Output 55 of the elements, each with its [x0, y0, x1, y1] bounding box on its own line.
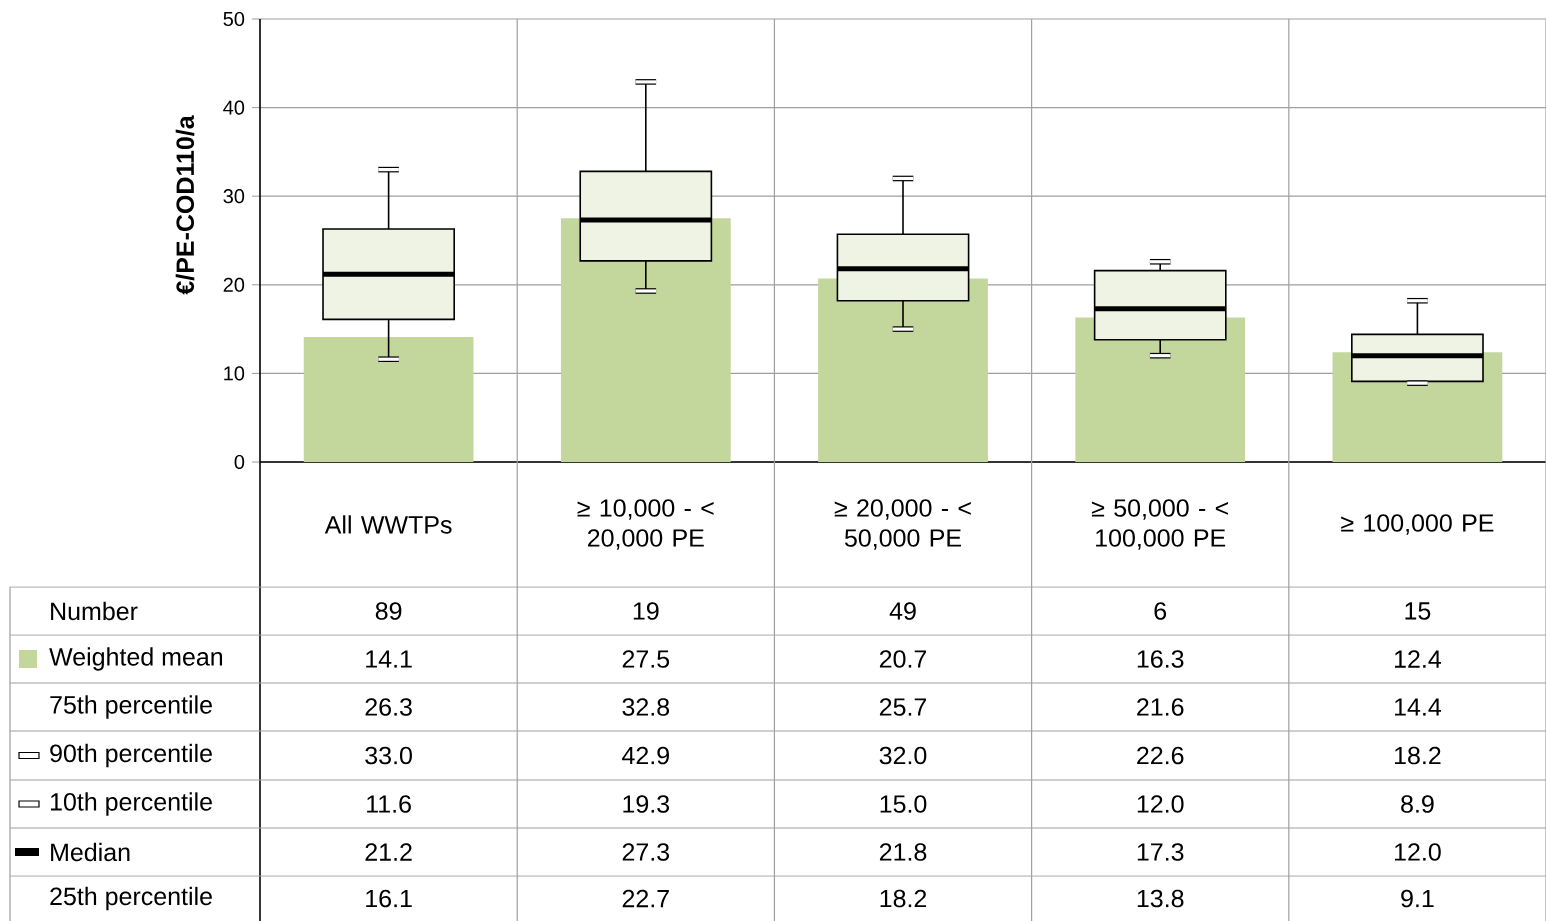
text: 19.3: [623, 795, 670, 813]
text: 27.3: [622, 843, 670, 861]
y-tick-label: 50: [223, 11, 245, 27]
text: 75th percentile: [50, 695, 212, 719]
text: 12.0: [1395, 843, 1441, 861]
text: 89: [375, 602, 402, 620]
text: 16.1: [366, 889, 412, 908]
text: 33.0: [365, 746, 412, 765]
y-tick-label: 20: [223, 277, 245, 292]
text: 49: [889, 602, 916, 620]
text: 19: [633, 602, 659, 620]
text: 22.6: [1137, 746, 1184, 765]
text: 32.8: [622, 698, 670, 716]
x-tick-label: ≥ 100,000 PE: [1341, 514, 1494, 535]
y-tick-label: 40: [223, 100, 245, 115]
text: 22.7: [622, 889, 669, 908]
text: 21.8: [879, 843, 927, 861]
text: 18.2: [1395, 746, 1441, 765]
legend-label: Weighted mean: [49, 647, 223, 671]
data-label: 14.1: [366, 650, 412, 668]
y-tick-label: 10: [224, 366, 245, 381]
y-tick-label: 0: [234, 454, 245, 470]
text: 32.0: [879, 746, 927, 765]
text: 14.4: [1395, 698, 1442, 716]
text: 42.9: [622, 746, 669, 765]
text: 18.2: [880, 889, 927, 908]
data-label: 20.7: [879, 650, 927, 668]
text: 26.3: [365, 698, 412, 716]
text: 11.6: [367, 795, 411, 813]
text: 13.8: [1137, 889, 1184, 908]
text: 21.2: [365, 843, 412, 861]
bar: [303, 337, 474, 462]
text: 25th percentile: [50, 886, 212, 911]
text: 17.3: [1137, 843, 1184, 861]
x-tick-label: ≥ 20,000 - < 50,000 PE: [834, 499, 971, 550]
text: 12.0: [1137, 795, 1184, 813]
text: 25.7: [879, 698, 927, 716]
data-label: 16.3: [1137, 650, 1184, 668]
x-tick-label: ≥ 50,000 - < 100,000 PE: [1091, 499, 1229, 550]
y-axis-title: €/PE-COD110/a: [175, 115, 195, 295]
text: 10th percentile: [50, 792, 212, 816]
text: 15: [1405, 602, 1431, 620]
x-tick-label: ≥ 10,000 - < 20,000 PE: [577, 499, 714, 550]
text: 90th percentile: [50, 743, 212, 768]
y-tick-label: 30: [223, 189, 245, 204]
text: 6: [1154, 602, 1167, 620]
text: Median: [51, 842, 130, 862]
text: 8.9: [1401, 795, 1434, 813]
text: 15.0: [880, 795, 927, 813]
data-label: 27.5: [622, 650, 670, 668]
text: Number: [51, 601, 138, 621]
x-tick-label: All WWTPs: [324, 515, 452, 534]
data-label: 12.4: [1395, 650, 1442, 668]
text: 9.1: [1401, 889, 1434, 908]
text: 21.6: [1137, 698, 1184, 716]
